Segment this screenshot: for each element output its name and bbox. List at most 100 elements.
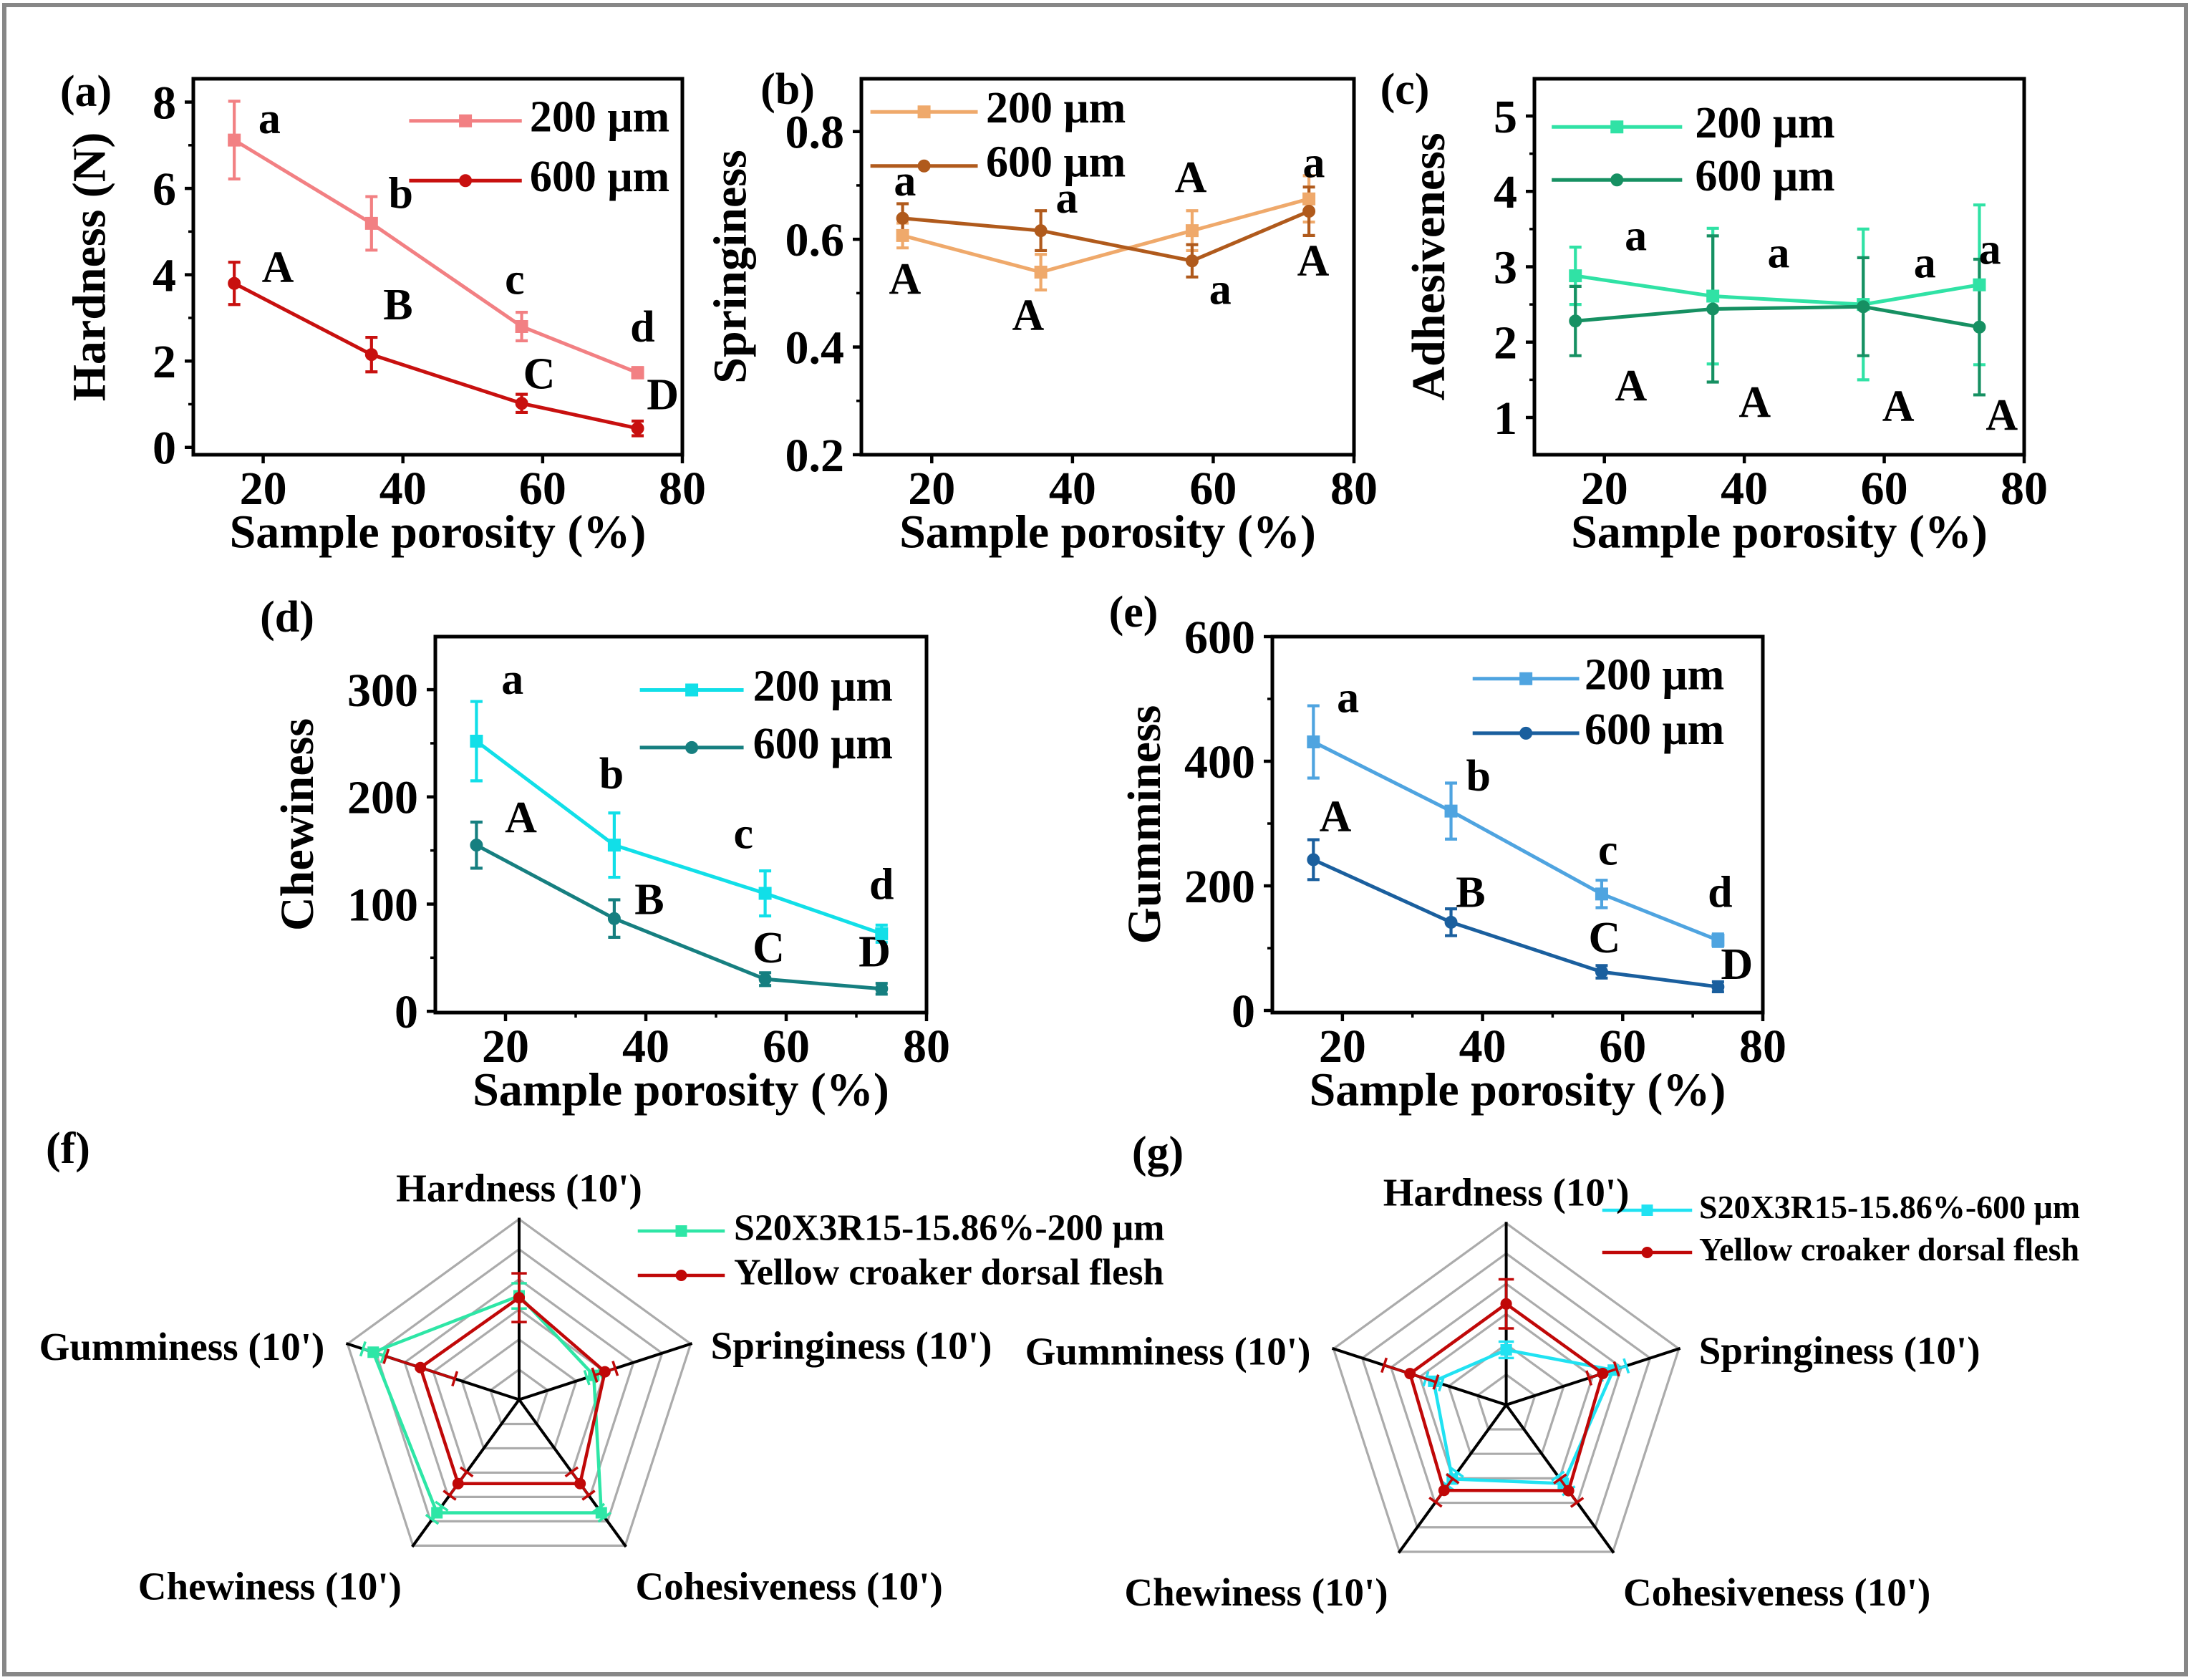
svg-text:0: 0 bbox=[1232, 985, 1255, 1038]
svg-text:40: 40 bbox=[1049, 463, 1096, 515]
svg-text:a: a bbox=[1625, 212, 1647, 261]
svg-text:40: 40 bbox=[622, 1020, 669, 1073]
svg-text:60: 60 bbox=[1599, 1020, 1646, 1073]
svg-text:b: b bbox=[1466, 752, 1490, 801]
svg-text:a: a bbox=[1914, 238, 1936, 287]
svg-text:600 μm: 600 μm bbox=[1585, 705, 1724, 754]
svg-text:80: 80 bbox=[1330, 463, 1378, 515]
svg-text:Gumminess: Gumminess bbox=[1118, 705, 1171, 945]
svg-text:c: c bbox=[733, 810, 753, 859]
svg-text:a: a bbox=[1209, 265, 1232, 314]
svg-text:b: b bbox=[389, 170, 413, 218]
svg-text:A: A bbox=[1615, 362, 1647, 410]
svg-text:A: A bbox=[1320, 793, 1352, 841]
svg-text:Adhesiveness: Adhesiveness bbox=[1403, 132, 1455, 400]
svg-text:Springiness (10'): Springiness (10') bbox=[711, 1324, 992, 1368]
svg-text:200: 200 bbox=[347, 772, 418, 824]
svg-text:D: D bbox=[1721, 940, 1753, 989]
svg-text:200 μm: 200 μm bbox=[986, 84, 1126, 132]
svg-text:Hardness (N): Hardness (N) bbox=[64, 132, 116, 402]
svg-text:40: 40 bbox=[379, 463, 427, 515]
svg-text:(f): (f) bbox=[46, 1124, 90, 1173]
svg-text:4: 4 bbox=[153, 250, 176, 302]
svg-text:Chewiness (10'): Chewiness (10') bbox=[1124, 1570, 1388, 1614]
svg-text:B: B bbox=[634, 876, 664, 925]
svg-text:20: 20 bbox=[908, 463, 955, 515]
svg-text:A: A bbox=[505, 793, 537, 842]
svg-text:Sample porosity (%): Sample porosity (%) bbox=[1571, 506, 1988, 559]
svg-text:Springiness (10'): Springiness (10') bbox=[1699, 1328, 1980, 1372]
svg-text:a: a bbox=[1768, 229, 1790, 278]
svg-text:600 μm: 600 μm bbox=[530, 153, 669, 201]
svg-text:A: A bbox=[889, 255, 922, 304]
svg-text:0: 0 bbox=[395, 986, 418, 1038]
svg-text:Gumminess (10'): Gumminess (10') bbox=[39, 1325, 325, 1368]
svg-text:Hardness (10'): Hardness (10') bbox=[396, 1167, 642, 1210]
svg-text:8: 8 bbox=[153, 77, 176, 129]
svg-text:Hardness (10'): Hardness (10') bbox=[1383, 1170, 1630, 1214]
svg-text:Springiness: Springiness bbox=[704, 150, 756, 383]
svg-text:(a): (a) bbox=[60, 67, 112, 116]
svg-text:S20X3R15-15.86%-600 μm: S20X3R15-15.86%-600 μm bbox=[1699, 1189, 2080, 1225]
svg-text:5: 5 bbox=[1494, 91, 1517, 143]
svg-text:Yellow croaker dorsal flesh: Yellow croaker dorsal flesh bbox=[734, 1252, 1164, 1293]
svg-text:80: 80 bbox=[2001, 463, 2048, 515]
svg-text:1: 1 bbox=[1494, 392, 1517, 445]
svg-text:A: A bbox=[1175, 153, 1207, 202]
svg-text:0.2: 0.2 bbox=[785, 430, 845, 482]
svg-text:60: 60 bbox=[1189, 463, 1237, 515]
svg-text:S20X3R15-15.86%-200 μm: S20X3R15-15.86%-200 μm bbox=[734, 1208, 1164, 1249]
svg-text:600 μm: 600 μm bbox=[753, 720, 893, 768]
svg-text:600 μm: 600 μm bbox=[986, 138, 1126, 187]
svg-text:Sample porosity (%): Sample porosity (%) bbox=[899, 506, 1316, 559]
svg-text:a: a bbox=[501, 655, 523, 704]
svg-text:600 μm: 600 μm bbox=[1695, 152, 1834, 201]
svg-text:6: 6 bbox=[153, 163, 176, 216]
svg-text:Cohesiveness (10'): Cohesiveness (10') bbox=[1623, 1570, 1930, 1614]
svg-text:Sample porosity (%): Sample porosity (%) bbox=[473, 1064, 889, 1116]
svg-text:A: A bbox=[1986, 391, 2018, 440]
svg-text:Chewiness (10'): Chewiness (10') bbox=[138, 1565, 402, 1608]
svg-text:a: a bbox=[894, 157, 916, 206]
svg-text:60: 60 bbox=[763, 1020, 810, 1073]
svg-text:4: 4 bbox=[1494, 166, 1517, 218]
svg-text:300: 300 bbox=[347, 665, 418, 717]
svg-text:20: 20 bbox=[482, 1020, 529, 1073]
svg-text:200 μm: 200 μm bbox=[1585, 651, 1724, 700]
svg-text:c: c bbox=[1598, 826, 1618, 875]
svg-text:(d): (d) bbox=[260, 593, 314, 642]
svg-text:80: 80 bbox=[1739, 1020, 1786, 1073]
svg-text:100: 100 bbox=[347, 879, 418, 931]
svg-text:d: d bbox=[1708, 869, 1732, 917]
svg-text:a: a bbox=[1337, 673, 1359, 722]
svg-text:200 μm: 200 μm bbox=[530, 93, 669, 142]
svg-text:C: C bbox=[753, 924, 785, 972]
svg-text:D: D bbox=[647, 371, 679, 420]
svg-text:200 μm: 200 μm bbox=[753, 662, 893, 710]
svg-text:0: 0 bbox=[153, 423, 176, 475]
svg-text:Gumminess (10'): Gumminess (10') bbox=[1025, 1330, 1311, 1374]
svg-text:(e): (e) bbox=[1109, 588, 1159, 637]
svg-text:20: 20 bbox=[1581, 463, 1628, 515]
svg-text:d: d bbox=[869, 861, 894, 909]
svg-text:80: 80 bbox=[903, 1020, 950, 1073]
svg-text:c: c bbox=[505, 256, 525, 304]
svg-text:200 μm: 200 μm bbox=[1695, 99, 1834, 148]
svg-text:400: 400 bbox=[1184, 736, 1255, 788]
svg-text:a: a bbox=[1055, 174, 1078, 223]
svg-text:B: B bbox=[383, 281, 412, 329]
svg-text:0.6: 0.6 bbox=[785, 214, 845, 266]
svg-text:3: 3 bbox=[1494, 241, 1517, 294]
svg-text:A: A bbox=[1297, 236, 1330, 285]
svg-text:A: A bbox=[262, 243, 294, 292]
svg-text:Yellow croaker dorsal flesh: Yellow croaker dorsal flesh bbox=[1699, 1231, 2079, 1268]
svg-text:60: 60 bbox=[1861, 463, 1908, 515]
svg-text:a: a bbox=[1979, 225, 2001, 274]
svg-text:A: A bbox=[1882, 382, 1915, 430]
svg-text:a: a bbox=[258, 95, 281, 143]
svg-text:(g): (g) bbox=[1132, 1129, 1184, 1177]
svg-text:d: d bbox=[630, 303, 654, 352]
svg-text:200: 200 bbox=[1184, 861, 1255, 913]
svg-text:(b): (b) bbox=[760, 65, 815, 114]
svg-text:b: b bbox=[599, 750, 624, 798]
